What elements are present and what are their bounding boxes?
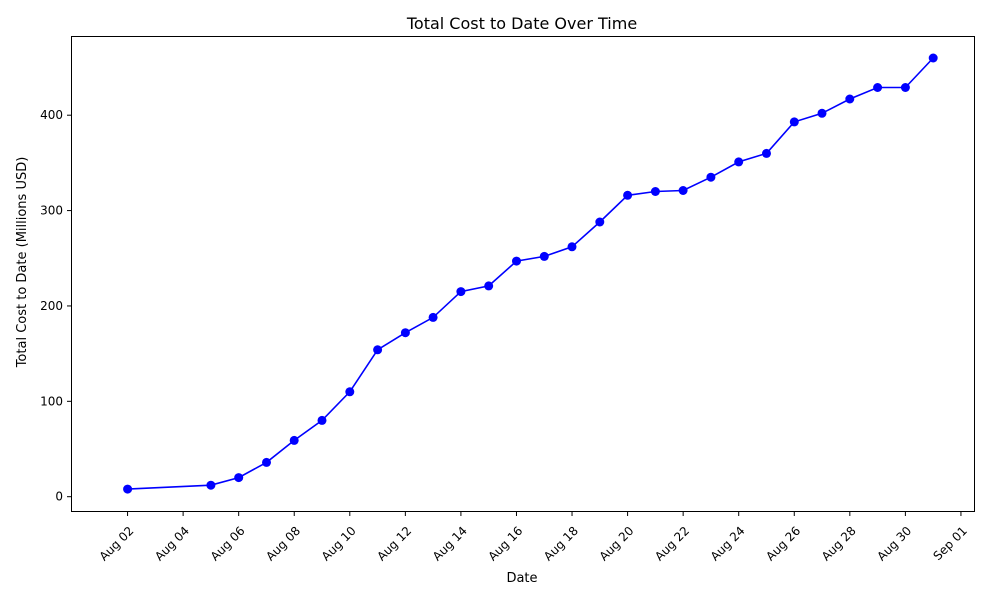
- data-point: [123, 484, 133, 494]
- data-point: [512, 256, 521, 266]
- data-point: [206, 480, 216, 490]
- y-tick-label: 200: [40, 299, 63, 313]
- data-point: [345, 387, 355, 397]
- data-point: [373, 345, 383, 355]
- data-point: [400, 328, 410, 338]
- data-point: [595, 217, 605, 227]
- data-point: [762, 148, 771, 158]
- y-tick-label: 300: [40, 204, 63, 218]
- y-tick-label: 0: [55, 490, 63, 504]
- data-point: [539, 251, 549, 261]
- data-point: [900, 83, 910, 92]
- data-point: [845, 94, 855, 104]
- data-point: [678, 186, 688, 195]
- data-point: [928, 53, 938, 63]
- data-point: [734, 157, 744, 167]
- data-point: [567, 242, 577, 252]
- x-axis-title: Date: [506, 571, 537, 586]
- data-point: [706, 172, 716, 182]
- y-tick-label: 100: [40, 394, 63, 408]
- data-point: [262, 457, 271, 467]
- series-markers: [123, 53, 938, 494]
- data-point: [484, 281, 494, 291]
- y-axis-title: Total Cost to Date (Millions USD): [15, 157, 30, 369]
- data-point: [428, 312, 438, 322]
- chart-title: Total Cost to Date Over Time: [406, 14, 637, 33]
- data-point: [789, 117, 799, 127]
- series-line: [127, 57, 934, 490]
- y-axis: 0 100 200 300 400: [40, 108, 72, 504]
- data-point: [234, 473, 244, 483]
- data-point: [289, 435, 299, 445]
- data-point: [873, 83, 883, 92]
- data-point: [623, 190, 633, 200]
- data-point: [456, 287, 466, 297]
- y-tick-label: 400: [40, 108, 63, 122]
- plot-frame: [71, 36, 975, 512]
- data-point: [650, 187, 660, 196]
- data-point: [817, 108, 827, 118]
- data-point: [317, 415, 327, 425]
